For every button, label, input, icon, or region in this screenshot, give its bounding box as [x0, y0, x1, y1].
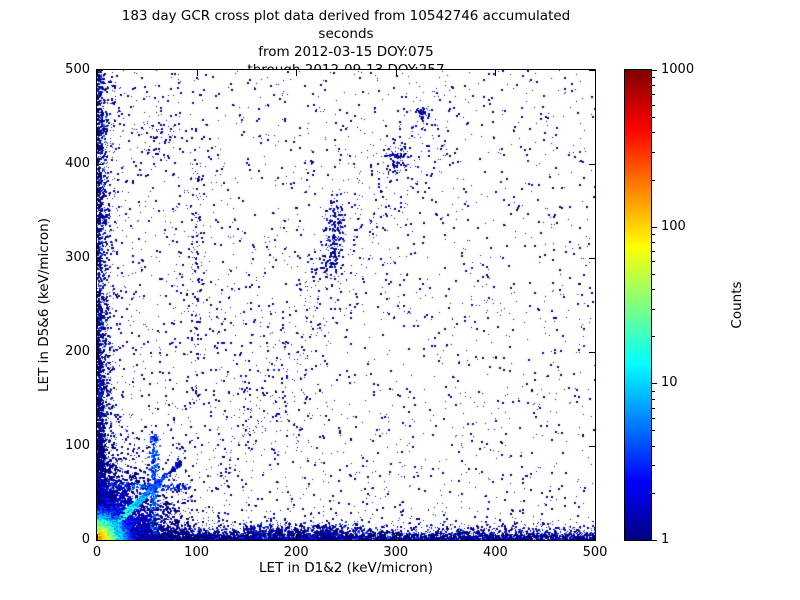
colorbar-tick-mark [652, 383, 657, 385]
scatter-canvas [97, 70, 595, 540]
colorbar-minor-tick-mark [652, 492, 655, 494]
y-tick-mark [589, 352, 595, 353]
title-line-1: 183 day GCR cross plot data derived from… [121, 8, 571, 42]
colorbar-minor-tick-mark [652, 308, 655, 310]
colorbar-gradient [625, 70, 651, 540]
colorbar-minor-tick-mark [652, 390, 655, 392]
x-tick-label: 300 [383, 545, 409, 560]
x-tick-mark [595, 70, 596, 76]
title-line-2: from 2012-03-15 DOY:075 [258, 44, 434, 60]
y-axis-label: LET in D5&6 (keV/micron) [36, 218, 52, 392]
x-tick-mark [296, 70, 298, 76]
colorbar-minor-tick-mark [652, 85, 655, 87]
x-tick-mark [97, 70, 98, 76]
y-tick-label: 100 [65, 438, 90, 453]
x-tick-label: 400 [482, 545, 508, 560]
colorbar-tick-label: 100 [661, 218, 686, 234]
colorbar-minor-tick-mark [652, 233, 655, 235]
x-tick-mark [495, 70, 497, 76]
x-tick-mark [395, 534, 397, 540]
y-tick-mark [97, 258, 103, 259]
colorbar-minor-tick-mark [652, 273, 655, 275]
y-tick-mark [589, 164, 595, 165]
colorbar-tick-label: 1 [661, 532, 670, 547]
colorbar-label: Counts [729, 281, 745, 329]
y-tick-mark [97, 540, 103, 541]
colorbar-tick-mark [652, 226, 657, 228]
y-tick-label: 300 [65, 250, 90, 265]
x-tick-mark [296, 534, 298, 540]
y-tick-label: 400 [65, 156, 90, 171]
colorbar-minor-tick-mark [652, 407, 655, 409]
y-tick-mark [589, 70, 595, 71]
y-tick-mark [97, 164, 103, 165]
colorbar-tick-label: 1000 [661, 62, 695, 77]
colorbar-minor-tick-mark [652, 336, 655, 338]
x-tick-mark [97, 534, 98, 540]
y-tick-mark [589, 258, 595, 259]
x-tick-label: 200 [283, 545, 309, 560]
y-tick-label: 500 [65, 62, 90, 77]
colorbar-minor-tick-mark [652, 241, 655, 243]
y-tick-mark [97, 352, 103, 353]
x-tick-mark [196, 534, 198, 540]
x-tick-label: 100 [184, 545, 210, 560]
colorbar-minor-tick-mark [652, 261, 655, 263]
colorbar [624, 69, 652, 541]
colorbar-minor-tick-mark [652, 430, 655, 432]
y-tick-mark [97, 446, 103, 447]
y-tick-label: 200 [65, 344, 90, 359]
colorbar-minor-tick-mark [652, 250, 655, 252]
plot-area [96, 69, 596, 541]
x-tick-label: 0 [92, 545, 102, 560]
x-tick-label: 500 [582, 545, 608, 560]
colorbar-minor-tick-mark [652, 445, 655, 447]
y-tick-label: 0 [81, 532, 90, 547]
colorbar-minor-tick-mark [652, 132, 655, 134]
y-tick-mark [589, 540, 595, 541]
colorbar-tick-mark [652, 540, 657, 541]
colorbar-minor-tick-mark [652, 117, 655, 119]
colorbar-minor-tick-mark [652, 104, 655, 106]
x-tick-mark [595, 534, 596, 540]
colorbar-minor-tick-mark [652, 465, 655, 467]
x-axis-label: LET in D1&2 (keV/micron) [259, 560, 433, 576]
colorbar-minor-tick-mark [652, 418, 655, 420]
x-tick-mark [196, 70, 198, 76]
colorbar-minor-tick-mark [652, 77, 655, 79]
colorbar-minor-tick-mark [652, 289, 655, 290]
colorbar-tick-mark [652, 70, 657, 71]
colorbar-minor-tick-mark [652, 179, 655, 181]
x-tick-mark [495, 534, 497, 540]
y-tick-mark [97, 70, 103, 71]
colorbar-minor-tick-mark [652, 151, 655, 153]
colorbar-minor-tick-mark [652, 398, 655, 400]
colorbar-tick-label: 10 [661, 375, 678, 391]
x-tick-mark [395, 70, 397, 76]
y-tick-mark [589, 446, 595, 447]
colorbar-minor-tick-mark [652, 94, 655, 96]
